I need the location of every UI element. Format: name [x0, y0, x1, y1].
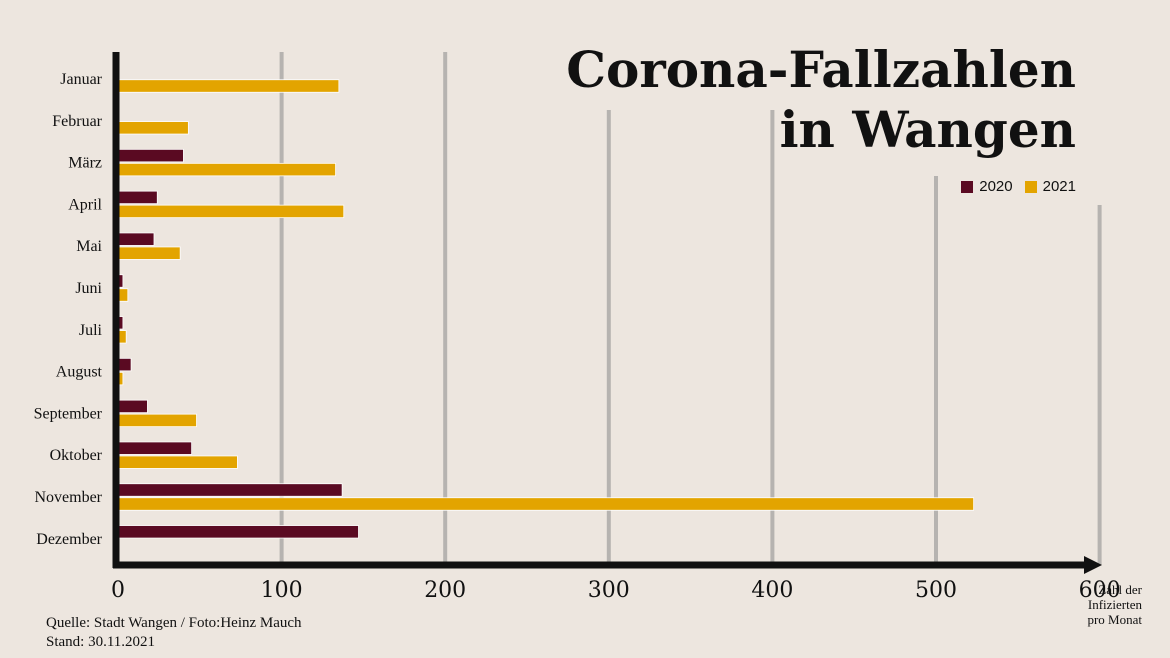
bar-2020-3	[118, 149, 183, 162]
x-axis-label: Zahl der Infizierten pro Monat	[1052, 582, 1142, 627]
x-tick-label-500: 500	[915, 578, 957, 603]
chart-title-line-2: in Wangen	[566, 100, 1076, 160]
bar-2020-10	[118, 442, 192, 455]
bar-2021-10	[118, 456, 237, 469]
bar-2021-9	[118, 414, 197, 427]
x-tick-label-300: 300	[588, 578, 630, 603]
category-label-12: Dezember	[36, 531, 102, 548]
chart-title: Corona-Fallzahlen in Wangen	[566, 40, 1076, 160]
category-label-7: Juli	[79, 322, 103, 339]
source-note: Quelle: Stadt Wangen / Foto:Heinz Mauch …	[46, 614, 302, 652]
category-label-9: September	[34, 405, 103, 422]
legend-swatch-2020	[961, 181, 973, 193]
bar-2020-12	[118, 526, 358, 539]
category-label-10: Oktober	[50, 447, 103, 464]
bar-2020-4	[118, 191, 157, 204]
category-label-5: Mai	[76, 238, 102, 255]
bar-2021-1	[118, 80, 339, 93]
x-tick-label-0: 0	[111, 578, 125, 603]
chart-title-line-1: Corona-Fallzahlen	[566, 40, 1076, 100]
source-text: Quelle: Stadt Wangen / Foto:Heinz Mauch	[46, 614, 302, 633]
date-text: Stand: 30.11.2021	[46, 633, 302, 652]
x-tick-label-400: 400	[751, 578, 793, 603]
category-label-11: November	[34, 489, 102, 506]
bar-2021-11	[118, 498, 974, 511]
category-label-4: April	[68, 196, 102, 213]
bar-2021-2	[118, 122, 188, 135]
bar-2020-9	[118, 400, 147, 413]
category-label-3: März	[68, 155, 102, 172]
bar-2020-11	[118, 484, 342, 497]
x-axis-label-line-3: pro Monat	[1052, 612, 1142, 627]
category-labels: Januar Februar März April Mai Juni Juli August S…	[34, 71, 103, 548]
legend-swatch-2021	[1025, 181, 1037, 193]
bar-2020-8	[118, 358, 131, 371]
bar-2021-4	[118, 205, 344, 218]
x-tick-label-200: 200	[424, 578, 466, 603]
bar-2021-5	[118, 247, 180, 260]
x-tick-label-100: 100	[261, 578, 303, 603]
category-label-2: Februar	[52, 113, 102, 130]
bar-2020-5	[118, 233, 154, 246]
bar-2021-3	[118, 163, 336, 176]
category-label-1: Januar	[60, 71, 102, 88]
legend-label-2020: 2020	[979, 178, 1012, 195]
category-label-8: August	[56, 364, 103, 381]
legend-label-2021: 2021	[1043, 178, 1076, 195]
legend: 2020 2021	[961, 178, 1076, 195]
category-label-6: Juni	[75, 280, 102, 297]
x-axis-label-line-1: Zahl der	[1052, 582, 1142, 597]
x-axis-label-line-2: Infizierten	[1052, 597, 1142, 612]
